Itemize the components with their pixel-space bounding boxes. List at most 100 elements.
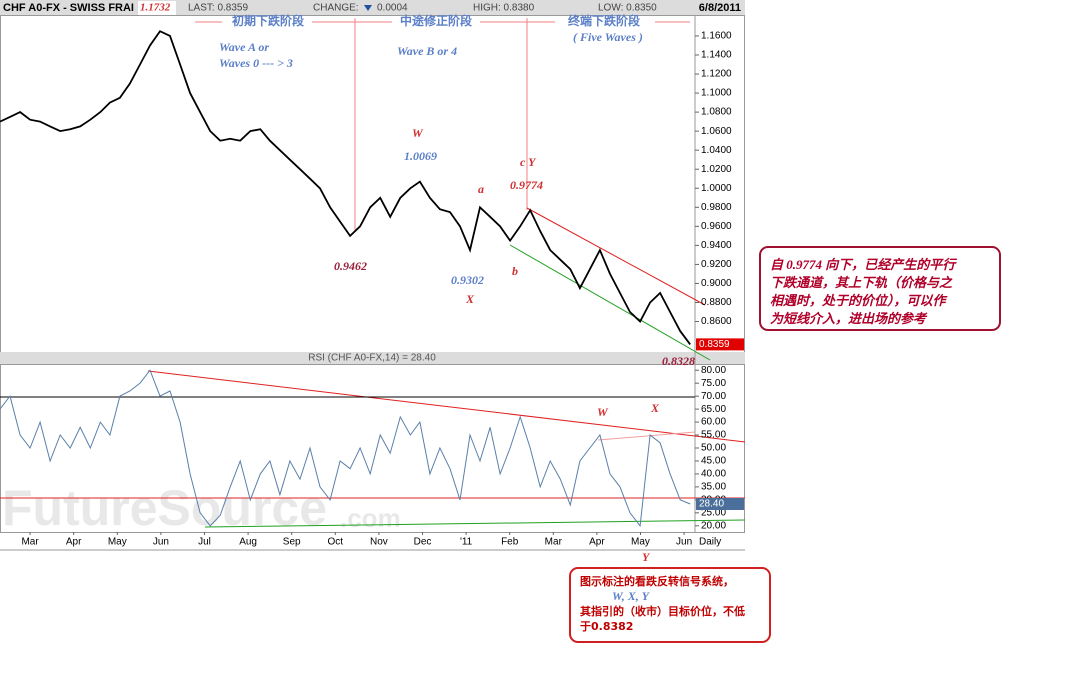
note-line: W, X, Y — [612, 589, 651, 603]
x-tick-label: Feb — [501, 537, 519, 548]
price-panel — [0, 15, 745, 353]
high-label: 1.1732 — [140, 2, 171, 14]
x-tick-label: May — [108, 537, 127, 548]
last-tag — [696, 498, 744, 510]
high: HIGH: 0.8380 — [473, 3, 535, 14]
wave-label: ( Five Waves ) — [573, 30, 643, 44]
last-tag — [696, 338, 744, 351]
x-tick-label: May — [631, 537, 650, 548]
note-line: 相遇时，处于的价位），可以作 — [770, 293, 949, 308]
y-tick-label: 1.0200 — [701, 164, 732, 175]
rsi-title: RSI (CHF A0-FX,14) = 28.40 — [308, 353, 436, 364]
y-tick-label: 1.1400 — [701, 50, 732, 61]
y-tick-label: 0.8800 — [701, 297, 732, 308]
x-tick-label: Aug — [239, 537, 257, 548]
wave-mark: b — [512, 264, 518, 278]
note-line: 为短线介入，进出场的参考 — [770, 311, 928, 326]
x-tick-label: Mar — [545, 537, 563, 548]
change: 0.0004 — [377, 3, 408, 14]
date: 6/8/2011 — [699, 2, 741, 14]
y-tick-label: 60.00 — [701, 417, 726, 428]
y-tick-label: 0.9200 — [701, 259, 732, 270]
high-box — [138, 1, 176, 15]
y-tick-label: 1.0800 — [701, 107, 732, 118]
y-tick-label: 80.00 — [701, 365, 726, 376]
phase-lines — [195, 18, 690, 232]
last-tag-label: 0.8359 — [699, 339, 730, 350]
y-tick-label: 20.00 — [701, 520, 726, 531]
x-tick-label: Mar — [21, 537, 39, 548]
wave-mark: c Y — [520, 155, 537, 169]
channel-upper — [526, 207, 706, 306]
price-note: 0.9462 — [334, 259, 367, 273]
phase-label: 中途修正阶段 — [400, 13, 473, 28]
low: LOW: 0.8350 — [598, 3, 657, 14]
rsi-panel — [0, 364, 745, 533]
y-tick-label: 40.00 — [701, 469, 726, 480]
down-arrow — [364, 5, 372, 11]
y-tick-label: 55.00 — [701, 430, 726, 441]
price-note: 0.8328 — [662, 354, 695, 368]
symbol: CHF A0-FX - SWISS FRAI — [3, 2, 134, 14]
wave-label: Wave A or — [219, 40, 269, 54]
wave-label: Wave B or 4 — [397, 44, 457, 58]
x-tick-label: Nov — [370, 537, 388, 548]
x-tick-label: Apr — [66, 537, 82, 548]
x-tick-label: Jun — [153, 537, 169, 548]
price-note: 1.0069 — [404, 149, 437, 163]
rsi-trendline — [147, 370, 746, 443]
y-tick-label: 1.0600 — [701, 126, 732, 137]
y-tick-label: 50.00 — [701, 443, 726, 454]
series-line — [0, 369, 691, 528]
watermark: FutureSource — [2, 480, 327, 536]
y-tick-label: 0.9800 — [701, 202, 732, 213]
y-tick-label: 0.9600 — [701, 221, 732, 232]
rsi-guide — [597, 431, 696, 441]
x-tick-label: Apr — [589, 537, 605, 548]
change-label: CHANGE: — [313, 3, 359, 14]
y-tick-label: 1.0400 — [701, 145, 732, 156]
header-bar — [0, 0, 745, 15]
wave-mark: X — [650, 401, 660, 415]
last: LAST: 0.8359 — [188, 3, 248, 14]
note-line: 图示标注的看跌反转信号系统， — [580, 574, 734, 588]
wave-mark: Y — [642, 550, 651, 564]
y-tick-label: 35.00 — [701, 482, 726, 493]
wave-label: Waves 0 --- > 3 — [219, 56, 293, 70]
price-note: 0.9302 — [451, 273, 484, 287]
y-tick-label: 1.1200 — [701, 69, 732, 80]
y-tick-label: 65.00 — [701, 404, 726, 415]
x-axis-label: Daily — [699, 537, 721, 548]
y-tick-label: 45.00 — [701, 456, 726, 467]
last-tag-label: 28.40 — [699, 499, 724, 510]
phase-label: 终端下跌阶段 — [568, 13, 641, 28]
y-tick-label: 0.9400 — [701, 240, 732, 251]
wave-mark: a — [478, 182, 484, 196]
watermark-suffix: .com — [340, 503, 401, 533]
channel-lower — [509, 244, 711, 361]
x-tick-label: Jun — [676, 537, 692, 548]
x-tick-label: Sep — [283, 537, 301, 548]
note-line: 下跌通道，其上下轨（价格与之 — [770, 275, 953, 290]
y-tick-label: 70.00 — [701, 391, 726, 402]
note-line: 其指引的（收市）目标价位，不低 — [580, 604, 745, 618]
rsi-support — [204, 519, 746, 528]
x-tick-label: Jul — [198, 537, 211, 548]
y-tick-label: 75.00 — [701, 378, 726, 389]
rsi-title-bar — [0, 352, 745, 364]
phase-label: 初期下跌阶段 — [232, 13, 305, 28]
y-tick-label: 1.1000 — [701, 88, 732, 99]
x-tick-label: Dec — [414, 537, 432, 548]
y-tick-label: 25.00 — [701, 507, 726, 518]
series-line — [0, 30, 691, 345]
y-tick-label: 0.8600 — [701, 316, 732, 327]
y-tick-label: 1.1600 — [701, 31, 732, 42]
y-tick-label: 1.0000 — [701, 183, 732, 194]
note-line: 自 0.9774 向下，已经产生的平行 — [770, 257, 957, 272]
wave-mark: W — [412, 126, 424, 140]
x-tick-label: '11 — [460, 537, 473, 548]
wave-mark: X — [465, 292, 475, 306]
x-tick-label: Oct — [328, 537, 344, 548]
y-tick-label: 0.9000 — [701, 278, 732, 289]
